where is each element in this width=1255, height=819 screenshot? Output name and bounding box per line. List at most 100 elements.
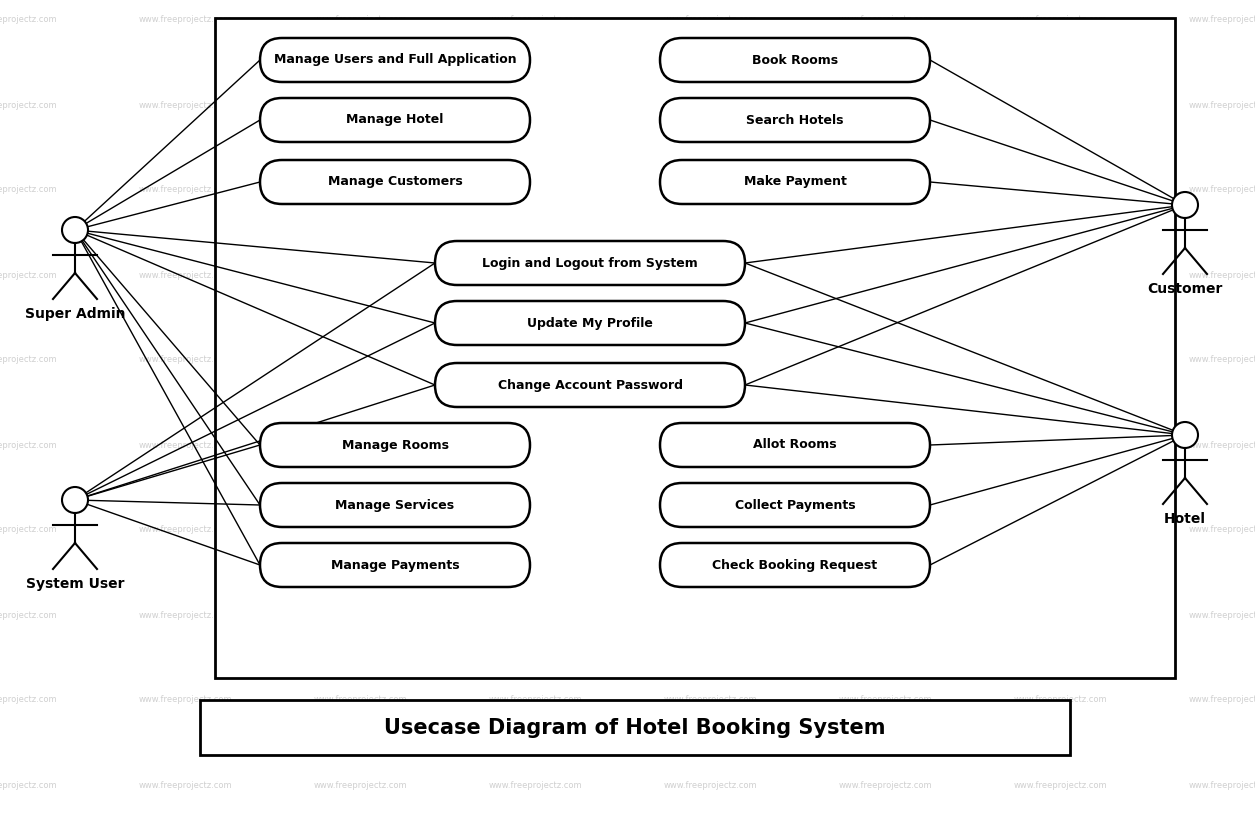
Text: www.freeprojectz.com: www.freeprojectz.com	[314, 355, 407, 364]
FancyBboxPatch shape	[660, 483, 930, 527]
Text: www.freeprojectz.com: www.freeprojectz.com	[663, 526, 757, 535]
Text: Collect Payments: Collect Payments	[734, 499, 856, 512]
Text: www.freeprojectz.com: www.freeprojectz.com	[838, 441, 931, 450]
Text: www.freeprojectz.com: www.freeprojectz.com	[314, 526, 407, 535]
Text: www.freeprojectz.com: www.freeprojectz.com	[0, 781, 56, 790]
Text: www.freeprojectz.com: www.freeprojectz.com	[138, 610, 232, 619]
Text: www.freeprojectz.com: www.freeprojectz.com	[838, 526, 931, 535]
Text: www.freeprojectz.com: www.freeprojectz.com	[663, 441, 757, 450]
Text: www.freeprojectz.com: www.freeprojectz.com	[1013, 270, 1107, 279]
Text: Manage Payments: Manage Payments	[330, 559, 459, 572]
Text: www.freeprojectz.com: www.freeprojectz.com	[314, 695, 407, 704]
Text: www.freeprojectz.com: www.freeprojectz.com	[488, 270, 582, 279]
Text: Book Rooms: Book Rooms	[752, 53, 838, 66]
Text: www.freeprojectz.com: www.freeprojectz.com	[1013, 355, 1107, 364]
Text: Change Account Password: Change Account Password	[497, 378, 683, 391]
Text: www.freeprojectz.com: www.freeprojectz.com	[138, 441, 232, 450]
Text: Hotel: Hotel	[1163, 512, 1206, 526]
Text: Manage Services: Manage Services	[335, 499, 454, 512]
Text: www.freeprojectz.com: www.freeprojectz.com	[1188, 526, 1255, 535]
Text: www.freeprojectz.com: www.freeprojectz.com	[838, 185, 931, 194]
Text: System User: System User	[26, 577, 124, 591]
FancyBboxPatch shape	[660, 98, 930, 142]
FancyBboxPatch shape	[260, 423, 530, 467]
Text: www.freeprojectz.com: www.freeprojectz.com	[838, 270, 931, 279]
Text: www.freeprojectz.com: www.freeprojectz.com	[838, 355, 931, 364]
FancyBboxPatch shape	[260, 483, 530, 527]
FancyBboxPatch shape	[260, 543, 530, 587]
Text: Super Admin: Super Admin	[25, 307, 126, 321]
Text: www.freeprojectz.com: www.freeprojectz.com	[1013, 101, 1107, 110]
Text: www.freeprojectz.com: www.freeprojectz.com	[838, 16, 931, 25]
Text: Login and Logout from System: Login and Logout from System	[482, 256, 698, 269]
Text: www.freeprojectz.com: www.freeprojectz.com	[838, 781, 931, 790]
FancyBboxPatch shape	[260, 98, 530, 142]
Circle shape	[61, 217, 88, 243]
Text: www.freeprojectz.com: www.freeprojectz.com	[138, 355, 232, 364]
Text: www.freeprojectz.com: www.freeprojectz.com	[314, 270, 407, 279]
Text: Manage Rooms: Manage Rooms	[341, 438, 448, 451]
Text: www.freeprojectz.com: www.freeprojectz.com	[138, 270, 232, 279]
Text: www.freeprojectz.com: www.freeprojectz.com	[314, 101, 407, 110]
Text: www.freeprojectz.com: www.freeprojectz.com	[488, 101, 582, 110]
Text: www.freeprojectz.com: www.freeprojectz.com	[1013, 441, 1107, 450]
Text: Check Booking Request: Check Booking Request	[713, 559, 877, 572]
Text: www.freeprojectz.com: www.freeprojectz.com	[314, 16, 407, 25]
Text: www.freeprojectz.com: www.freeprojectz.com	[0, 16, 56, 25]
Text: www.freeprojectz.com: www.freeprojectz.com	[138, 781, 232, 790]
Text: www.freeprojectz.com: www.freeprojectz.com	[314, 441, 407, 450]
Text: www.freeprojectz.com: www.freeprojectz.com	[0, 355, 56, 364]
Text: www.freeprojectz.com: www.freeprojectz.com	[488, 781, 582, 790]
Text: Customer: Customer	[1147, 282, 1222, 296]
Text: www.freeprojectz.com: www.freeprojectz.com	[0, 610, 56, 619]
Text: www.freeprojectz.com: www.freeprojectz.com	[488, 695, 582, 704]
FancyBboxPatch shape	[660, 160, 930, 204]
Text: www.freeprojectz.com: www.freeprojectz.com	[1013, 610, 1107, 619]
Text: www.freeprojectz.com: www.freeprojectz.com	[1188, 16, 1255, 25]
Text: www.freeprojectz.com: www.freeprojectz.com	[663, 610, 757, 619]
Text: www.freeprojectz.com: www.freeprojectz.com	[1013, 526, 1107, 535]
FancyBboxPatch shape	[260, 160, 530, 204]
Text: www.freeprojectz.com: www.freeprojectz.com	[1013, 695, 1107, 704]
Text: www.freeprojectz.com: www.freeprojectz.com	[1188, 695, 1255, 704]
Text: www.freeprojectz.com: www.freeprojectz.com	[1188, 781, 1255, 790]
FancyBboxPatch shape	[435, 301, 745, 345]
Text: www.freeprojectz.com: www.freeprojectz.com	[314, 185, 407, 194]
Text: www.freeprojectz.com: www.freeprojectz.com	[488, 355, 582, 364]
Text: www.freeprojectz.com: www.freeprojectz.com	[663, 185, 757, 194]
Text: www.freeprojectz.com: www.freeprojectz.com	[488, 185, 582, 194]
Text: www.freeprojectz.com: www.freeprojectz.com	[138, 16, 232, 25]
Text: www.freeprojectz.com: www.freeprojectz.com	[1188, 441, 1255, 450]
FancyBboxPatch shape	[660, 423, 930, 467]
Text: www.freeprojectz.com: www.freeprojectz.com	[1188, 270, 1255, 279]
Text: www.freeprojectz.com: www.freeprojectz.com	[1188, 185, 1255, 194]
Text: www.freeprojectz.com: www.freeprojectz.com	[0, 270, 56, 279]
Text: www.freeprojectz.com: www.freeprojectz.com	[1188, 355, 1255, 364]
FancyBboxPatch shape	[660, 543, 930, 587]
Text: www.freeprojectz.com: www.freeprojectz.com	[663, 101, 757, 110]
Text: www.freeprojectz.com: www.freeprojectz.com	[488, 16, 582, 25]
FancyBboxPatch shape	[660, 38, 930, 82]
Text: Make Payment: Make Payment	[743, 175, 846, 188]
Circle shape	[1172, 192, 1199, 218]
Text: www.freeprojectz.com: www.freeprojectz.com	[488, 526, 582, 535]
Circle shape	[1172, 422, 1199, 448]
Text: www.freeprojectz.com: www.freeprojectz.com	[1013, 16, 1107, 25]
Text: Manage Customers: Manage Customers	[328, 175, 462, 188]
Text: Manage Users and Full Application: Manage Users and Full Application	[274, 53, 516, 66]
Text: www.freeprojectz.com: www.freeprojectz.com	[138, 185, 232, 194]
Text: www.freeprojectz.com: www.freeprojectz.com	[1013, 185, 1107, 194]
Text: www.freeprojectz.com: www.freeprojectz.com	[138, 526, 232, 535]
Text: www.freeprojectz.com: www.freeprojectz.com	[663, 355, 757, 364]
Text: www.freeprojectz.com: www.freeprojectz.com	[663, 781, 757, 790]
Text: www.freeprojectz.com: www.freeprojectz.com	[138, 695, 232, 704]
Text: www.freeprojectz.com: www.freeprojectz.com	[838, 101, 931, 110]
Text: www.freeprojectz.com: www.freeprojectz.com	[1013, 781, 1107, 790]
Circle shape	[61, 487, 88, 513]
Text: www.freeprojectz.com: www.freeprojectz.com	[0, 526, 56, 535]
Text: www.freeprojectz.com: www.freeprojectz.com	[663, 16, 757, 25]
Text: Update My Profile: Update My Profile	[527, 316, 653, 329]
Text: www.freeprojectz.com: www.freeprojectz.com	[1188, 610, 1255, 619]
FancyBboxPatch shape	[435, 241, 745, 285]
FancyBboxPatch shape	[215, 18, 1175, 678]
